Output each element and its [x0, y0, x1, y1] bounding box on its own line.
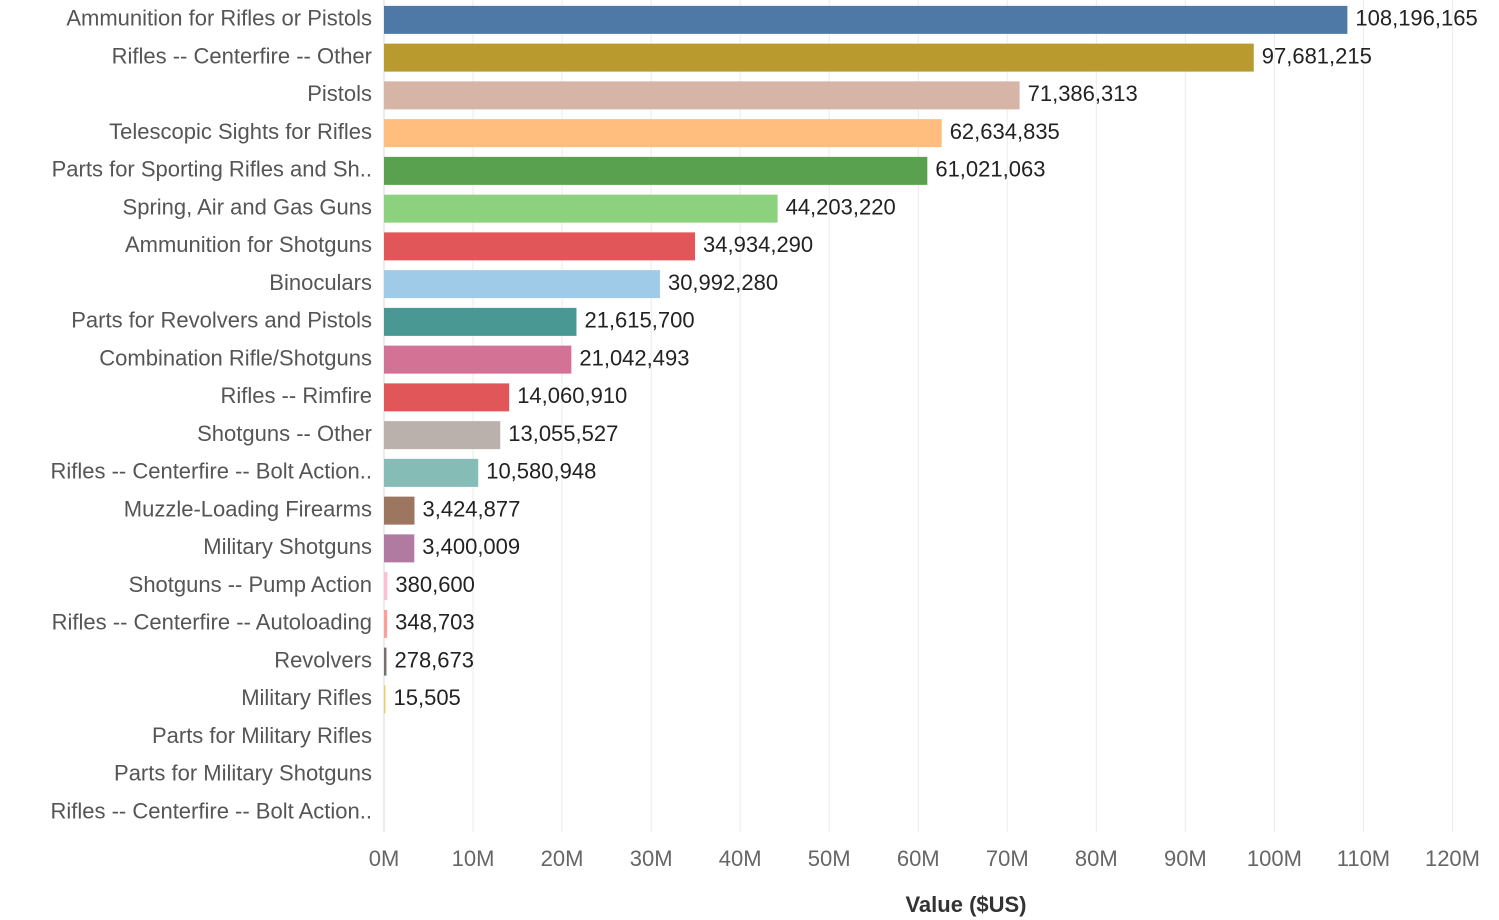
- category-label: Shotguns -- Other: [197, 421, 372, 446]
- value-label: 44,203,220: [786, 194, 896, 219]
- category-label: Shotguns -- Pump Action: [129, 572, 372, 597]
- category-label: Military Shotguns: [203, 534, 372, 559]
- x-tick-label: 40M: [719, 846, 762, 871]
- x-tick-label: 80M: [1075, 846, 1118, 871]
- category-label: Rifles -- Centerfire -- Bolt Action..: [50, 798, 372, 823]
- category-label: Telescopic Sights for Rifles: [109, 119, 372, 144]
- x-tick-label: 0M: [369, 846, 400, 871]
- category-label: Parts for Military Rifles: [152, 723, 372, 748]
- x-tick-label: 30M: [630, 846, 673, 871]
- bar: [384, 232, 695, 260]
- value-label: 10,580,948: [486, 459, 596, 484]
- bar: [384, 119, 942, 147]
- x-tick-label: 20M: [541, 846, 584, 871]
- category-label: Pistols: [307, 81, 372, 106]
- category-label: Muzzle-Loading Firearms: [124, 496, 372, 521]
- bar: [384, 459, 478, 487]
- value-label: 13,055,527: [508, 421, 618, 446]
- value-label: 380,600: [395, 572, 475, 597]
- category-label: Binoculars: [269, 270, 372, 295]
- value-label: 108,196,165: [1355, 6, 1477, 31]
- value-label: 348,703: [395, 610, 475, 635]
- value-label: 71,386,313: [1028, 81, 1138, 106]
- value-label: 3,400,009: [422, 534, 520, 559]
- category-label: Rifles -- Centerfire -- Other: [112, 43, 372, 68]
- bars: [384, 6, 1347, 714]
- bar: [384, 346, 571, 374]
- value-label: 61,021,063: [935, 157, 1045, 182]
- bar: [384, 270, 660, 298]
- category-label: Combination Rifle/Shotguns: [99, 345, 372, 370]
- x-axis-ticks: 0M 10M 20M 30M 40M 50M 60M 70M 80M 90M 100M 110M 120…: [369, 846, 1480, 871]
- value-label: 62,634,835: [950, 119, 1060, 144]
- bar: [384, 44, 1254, 72]
- category-label: Ammunition for Rifles or Pistols: [66, 6, 372, 31]
- bar: [384, 157, 927, 185]
- x-tick-label: 60M: [897, 846, 940, 871]
- x-tick-label: 100M: [1247, 846, 1302, 871]
- value-label: 34,934,290: [703, 232, 813, 257]
- value-label: 21,615,700: [584, 308, 694, 333]
- category-label: Parts for Revolvers and Pistols: [71, 308, 372, 333]
- bar: [384, 610, 387, 638]
- category-label: Parts for Military Shotguns: [114, 761, 372, 786]
- category-label: Parts for Sporting Rifles and Sh..: [52, 157, 372, 182]
- bar: [384, 685, 386, 713]
- category-label: Spring, Air and Gas Guns: [123, 194, 372, 219]
- bar: [384, 6, 1347, 34]
- x-tick-label: 90M: [1164, 846, 1207, 871]
- value-label: 3,424,877: [422, 496, 520, 521]
- x-tick-label: 110M: [1337, 846, 1390, 871]
- category-label: Military Rifles: [241, 685, 372, 710]
- bar: [384, 383, 509, 411]
- bar: [384, 497, 414, 525]
- category-label: Rifles -- Centerfire -- Autoloading: [52, 610, 372, 635]
- bar: [384, 195, 778, 223]
- value-label: 14,060,910: [517, 383, 627, 408]
- value-label: 97,681,215: [1262, 43, 1372, 68]
- x-tick-label: 120M: [1425, 846, 1480, 871]
- value-label: 21,042,493: [579, 345, 689, 370]
- category-label: Ammunition for Shotguns: [125, 232, 372, 257]
- bar: [384, 648, 386, 676]
- bar: [384, 81, 1020, 109]
- value-label: 30,992,280: [668, 270, 778, 295]
- value-label: 278,673: [394, 647, 474, 672]
- x-tick-label: 50M: [808, 846, 851, 871]
- x-tick-label: 10M: [452, 846, 495, 871]
- category-label: Revolvers: [274, 647, 372, 672]
- category-label: Rifles -- Centerfire -- Bolt Action..: [50, 459, 372, 484]
- x-tick-label: 70M: [986, 846, 1029, 871]
- category-label: Rifles -- Rimfire: [220, 383, 372, 408]
- bar: [384, 421, 500, 449]
- bar: [384, 308, 576, 336]
- x-axis-title: Value ($US): [905, 892, 1026, 917]
- category-labels: Ammunition for Rifles or Pistols Rifles -…: [50, 6, 372, 824]
- value-label: 15,505: [394, 685, 461, 710]
- bar: [384, 534, 414, 562]
- bar: [384, 572, 387, 600]
